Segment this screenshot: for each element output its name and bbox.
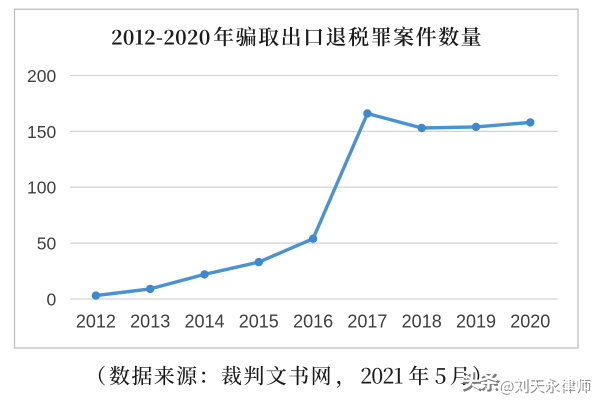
svg-text:2013: 2013 [130, 312, 170, 332]
svg-text:2012: 2012 [76, 312, 116, 332]
svg-text:2020: 2020 [510, 312, 550, 332]
svg-text:50: 50 [37, 234, 57, 254]
svg-text:2017: 2017 [347, 312, 387, 332]
svg-text:150: 150 [27, 122, 56, 142]
svg-text:0: 0 [46, 289, 56, 309]
svg-text:2018: 2018 [402, 312, 442, 332]
svg-text:2015: 2015 [239, 312, 279, 332]
svg-text:2014: 2014 [184, 312, 224, 332]
svg-text:2016: 2016 [293, 312, 333, 332]
svg-text:100: 100 [27, 178, 56, 198]
svg-text:200: 200 [27, 66, 56, 86]
svg-text:2019: 2019 [456, 312, 496, 332]
